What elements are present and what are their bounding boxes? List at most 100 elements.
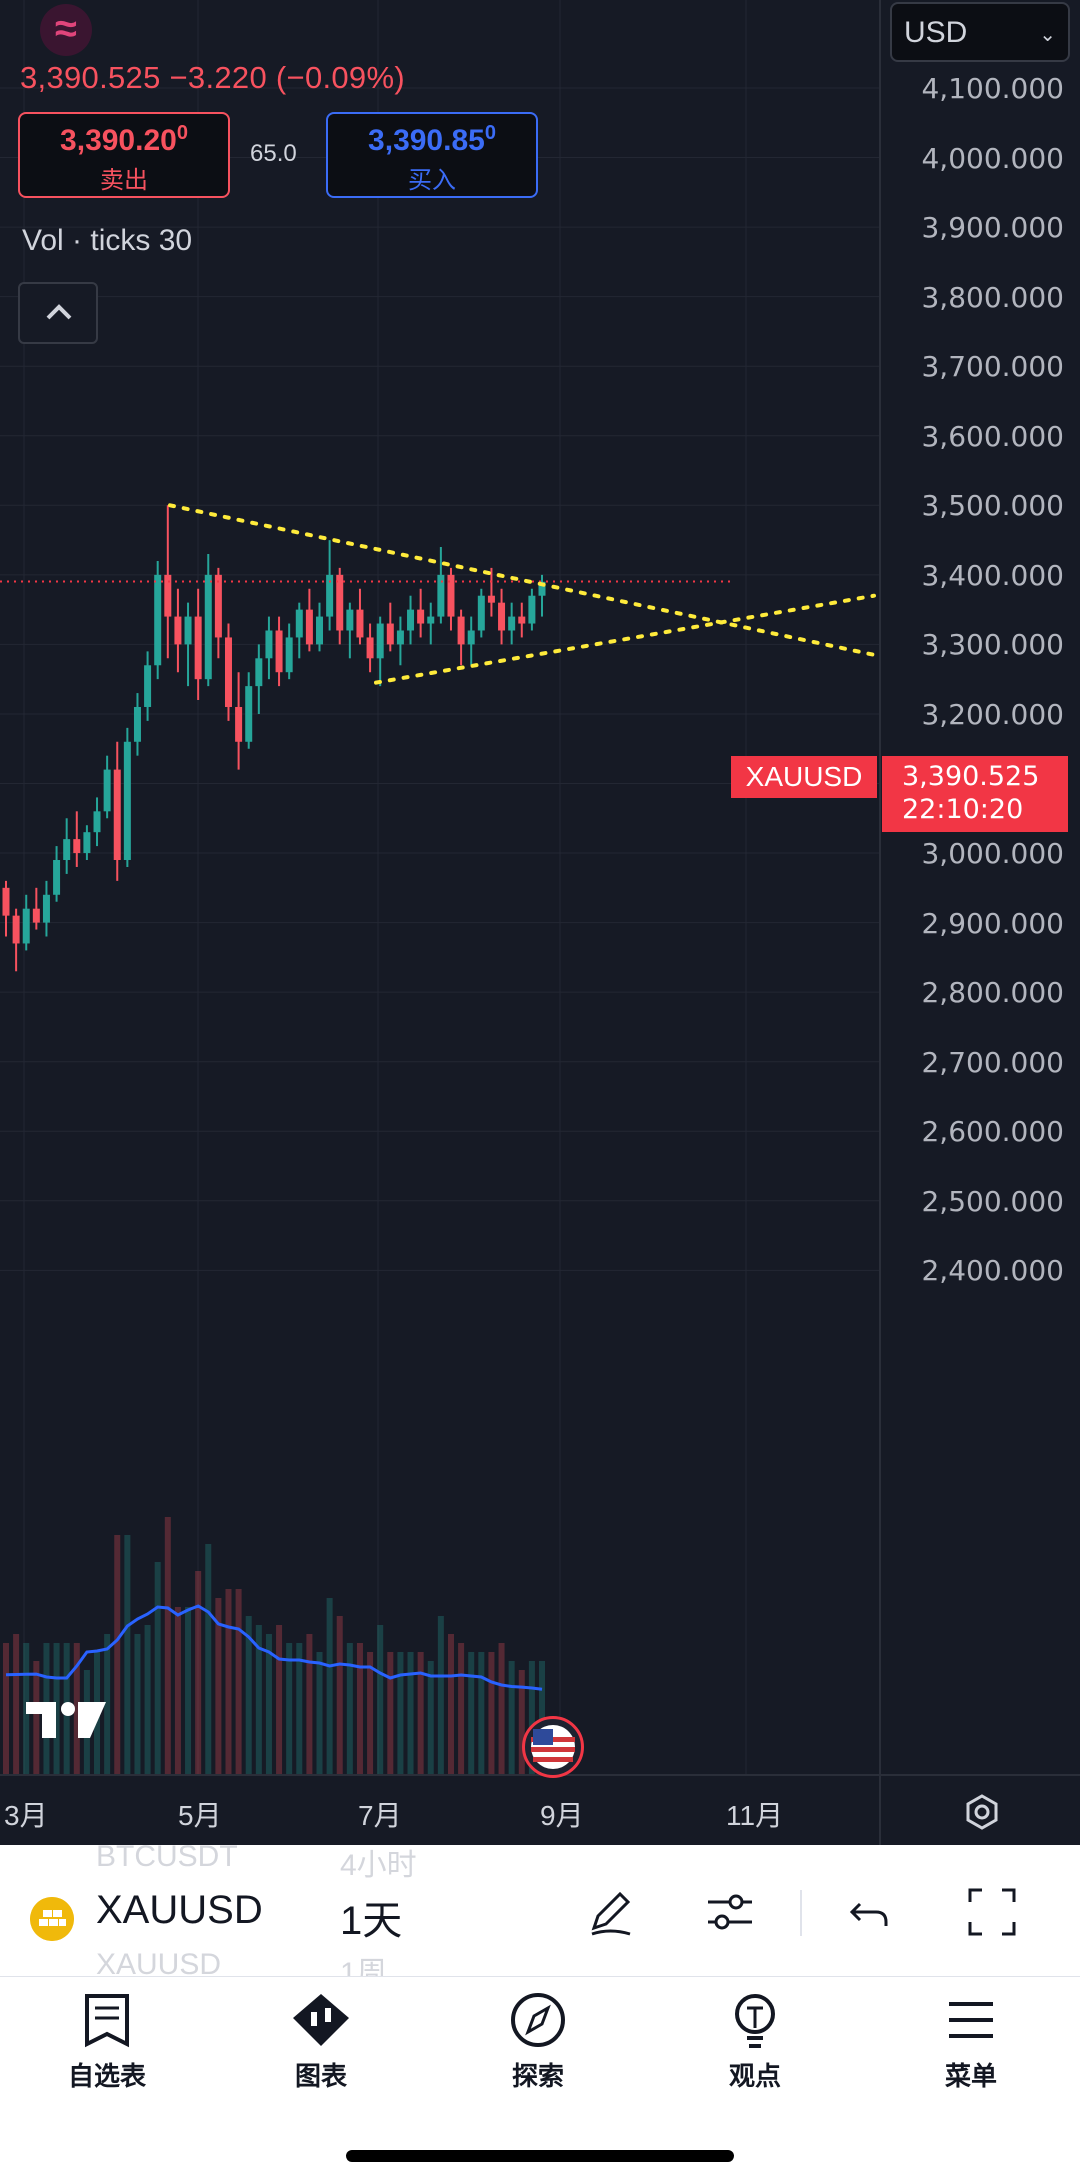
drawing-pen-icon[interactable] [580, 1882, 640, 1942]
candle-body [467, 630, 475, 645]
volume-indicator-label[interactable]: Vol · ticks 30 [22, 224, 193, 257]
candle-body [154, 574, 162, 666]
tab-label: 观点 [728, 2061, 781, 2091]
volume-bar [488, 1652, 495, 1775]
candle-body [164, 574, 172, 617]
candle-body [265, 630, 273, 659]
volume-bar [104, 1634, 111, 1775]
tab-chart[interactable]: 图表 [246, 1990, 396, 2093]
volume-bar [316, 1652, 323, 1775]
candle-body [63, 839, 71, 861]
volume-bar [356, 1643, 363, 1775]
time-axis-label: 11月 [726, 1800, 784, 1831]
indicators-sliders-icon[interactable] [700, 1882, 760, 1942]
symbol-button[interactable]: XAUUSD [96, 1888, 263, 1932]
price-axis-label: 2,900.000 [921, 906, 1064, 940]
volume-bar [367, 1652, 374, 1775]
interval-button[interactable]: 1天 [340, 1899, 403, 1943]
volume-bar [387, 1652, 394, 1775]
volume-bar [528, 1661, 535, 1775]
candle-body [194, 616, 202, 680]
volume-bar [53, 1643, 60, 1775]
undo-icon[interactable] [840, 1882, 900, 1942]
tab-label: 菜单 [944, 2061, 997, 2091]
volume-bar [508, 1661, 515, 1775]
tab-watchlist[interactable]: 自选表 [32, 1990, 182, 2093]
currency-select[interactable]: USD ⌄ [890, 2, 1070, 62]
volume-bar [255, 1625, 262, 1775]
candle-body [42, 894, 50, 923]
fullscreen-icon[interactable] [962, 1882, 1022, 1942]
candle-body [2, 887, 10, 916]
candle-body [457, 616, 465, 645]
ghost-symbol-below: XAUUSD [96, 1948, 222, 1977]
chart-settings-icon[interactable] [954, 1784, 1010, 1840]
candle-body [224, 637, 232, 707]
price-axis-label: 3,300.000 [921, 628, 1064, 662]
trendlines [168, 503, 876, 685]
candle-body [326, 574, 334, 617]
compass-icon [511, 1993, 565, 2047]
price-axis-label: 3,500.000 [921, 489, 1064, 523]
volume-bar [286, 1643, 293, 1775]
tab-menu[interactable]: 菜单 [896, 1990, 1046, 2093]
candle-body [12, 915, 20, 944]
currency-value: USD [904, 16, 968, 49]
price-axis-label: 3,200.000 [921, 697, 1064, 731]
candle-body [477, 595, 485, 631]
time-axis-label: 5月 [178, 1800, 222, 1831]
candle-body [103, 769, 111, 812]
candle-body [245, 686, 253, 742]
tab-ideas[interactable]: 观点 [680, 1990, 830, 2093]
candle-body [316, 616, 324, 645]
volume-bar [478, 1652, 485, 1775]
candle-body [113, 769, 121, 861]
symbol-price-tag: XAUUSD [731, 756, 877, 798]
volume-bar [458, 1643, 465, 1775]
bar-countdown: 22:10:20 [902, 794, 1024, 825]
candle-body [417, 609, 425, 624]
candle-body [235, 706, 243, 742]
price-axis-label: 3,400.000 [921, 558, 1064, 592]
candle-body [447, 574, 455, 617]
price-axis-label: 2,600.000 [921, 1115, 1064, 1149]
sell-label: 卖出 [100, 167, 148, 194]
buy-button[interactable]: 3,390.850 买入 [326, 112, 538, 198]
price-axis-label: 3,000.000 [921, 837, 1064, 871]
ghost-interval-below: 1周 [340, 1957, 387, 1977]
tab-explore[interactable]: 探索 [463, 1990, 613, 2093]
candle-body [93, 811, 101, 833]
volume-bar [346, 1643, 353, 1775]
volume-bar [468, 1652, 475, 1775]
toolbar-divider [800, 1890, 802, 1936]
price-axis-label: 3,700.000 [921, 350, 1064, 384]
volume-bar [245, 1616, 252, 1775]
collapse-button[interactable] [18, 282, 98, 344]
symbol-logo-icon[interactable]: ≈ [40, 4, 92, 56]
volume-bar [185, 1607, 192, 1775]
volume-bar [306, 1634, 313, 1775]
gold-symbol-icon[interactable] [30, 1897, 74, 1941]
ghost-interval-above: 4小时 [340, 1849, 417, 1882]
sell-button[interactable]: 3,390.200 卖出 [18, 112, 230, 198]
volume-bar [114, 1535, 121, 1775]
volume-bar [174, 1607, 181, 1775]
candle-body [285, 637, 293, 673]
price-axis-label: 2,700.000 [921, 1045, 1064, 1079]
chart-toolbar: BTCUSDT 4小时 XAUUSD 1周 [0, 1845, 1080, 1977]
volume-bar [377, 1625, 384, 1775]
volume-bar [144, 1625, 151, 1775]
chart-area[interactable]: ≈ 3,390.525 −3.220 (−0.09%) 3,390.200 卖出… [0, 0, 1080, 1845]
volume-bar [73, 1643, 80, 1775]
candle-body [184, 616, 192, 645]
volume-bar [417, 1652, 424, 1775]
volume-bar [215, 1598, 222, 1775]
us-flag-event-icon[interactable] [522, 1716, 584, 1778]
price-axis-label: 4,100.000 [921, 72, 1064, 105]
price-axis-label: 2,500.000 [921, 1184, 1064, 1218]
candle-body [356, 609, 364, 638]
ideas-icon [735, 1994, 775, 2048]
chart-icon [293, 1994, 349, 2046]
trendline [374, 593, 876, 685]
last-price-value: 3,390.525 [902, 761, 1040, 792]
